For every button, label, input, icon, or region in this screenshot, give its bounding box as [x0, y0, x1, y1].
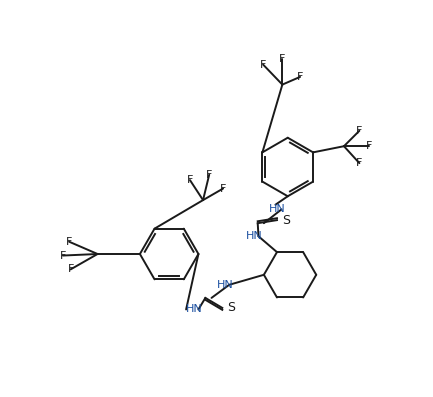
Text: HN: HN: [186, 304, 203, 314]
Text: F: F: [60, 251, 66, 260]
Text: F: F: [68, 264, 74, 274]
Text: HN: HN: [217, 280, 234, 290]
Text: F: F: [206, 170, 213, 180]
Text: F: F: [356, 126, 362, 136]
Text: HN: HN: [246, 231, 263, 241]
Text: F: F: [366, 141, 372, 151]
Text: F: F: [356, 158, 362, 168]
Text: F: F: [260, 60, 266, 69]
Text: F: F: [66, 237, 72, 247]
Text: S: S: [227, 301, 236, 314]
Text: HN: HN: [269, 204, 286, 214]
Text: S: S: [282, 214, 290, 227]
Text: F: F: [279, 54, 285, 64]
Text: F: F: [187, 175, 193, 185]
Text: F: F: [220, 183, 226, 194]
Text: F: F: [297, 72, 303, 82]
